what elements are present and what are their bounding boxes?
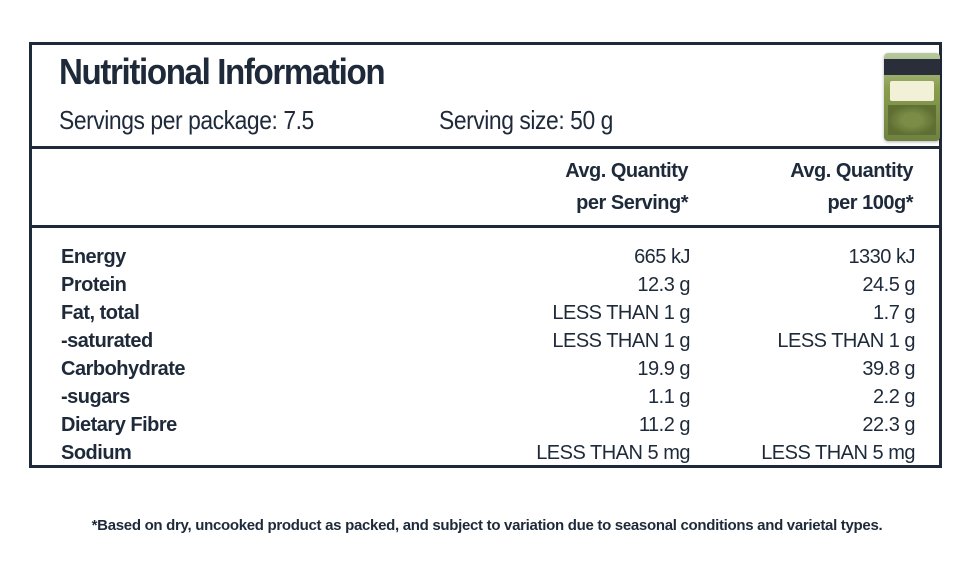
table-row: Energy 665 kJ 1330 kJ <box>32 243 939 271</box>
nutrient-name: Dietary Fibre <box>61 414 177 436</box>
value-per-serving: 1.1 g <box>648 386 690 408</box>
columns-divider <box>32 225 939 228</box>
column-header-per-serving: Avg. Quantity per Serving* <box>488 155 688 219</box>
nutrient-name: -saturated <box>61 330 153 352</box>
column-header-line: Avg. Quantity <box>565 160 688 182</box>
package-band <box>884 59 940 75</box>
value-per-100g: 24.5 g <box>862 274 915 296</box>
header-divider <box>32 146 939 149</box>
table-row: -saturated LESS THAN 1 g LESS THAN 1 g <box>32 327 939 355</box>
footnote: *Based on dry, uncooked product as packe… <box>91 517 883 534</box>
column-header-line: per 100g* <box>827 192 913 214</box>
value-per-100g: 1.7 g <box>873 302 915 324</box>
table-row: Dietary Fibre 11.2 g 22.3 g <box>32 411 939 439</box>
value-per-100g: 22.3 g <box>862 414 915 436</box>
value-per-100g: LESS THAN 1 g <box>777 330 915 352</box>
package-window <box>888 105 936 135</box>
value-per-100g: LESS THAN 5 mg <box>761 442 915 464</box>
table-row: Sodium LESS THAN 5 mg LESS THAN 5 mg <box>32 439 939 467</box>
table-row: Fat, total LESS THAN 1 g 1.7 g <box>32 299 939 327</box>
package-label <box>890 81 934 101</box>
nutrient-table: Energy 665 kJ 1330 kJ Protein 12.3 g 24.… <box>32 243 939 467</box>
value-per-serving: 12.3 g <box>637 274 690 296</box>
serving-size: Serving size: 50 g <box>439 105 613 135</box>
column-header-line: Avg. Quantity <box>790 160 913 182</box>
column-header-per-100g: Avg. Quantity per 100g* <box>713 155 913 219</box>
value-per-100g: 2.2 g <box>873 386 915 408</box>
nutrient-name: Protein <box>61 274 127 296</box>
value-per-serving: LESS THAN 1 g <box>552 330 690 352</box>
value-per-serving: 11.2 g <box>638 414 691 436</box>
nutrient-name: Energy <box>61 246 126 268</box>
value-per-100g: 39.8 g <box>862 358 915 380</box>
table-row: Carbohydrate 19.9 g 39.8 g <box>32 355 939 383</box>
column-header-line: per Serving* <box>576 192 688 214</box>
nutrition-panel: Nutritional Information Servings per pac… <box>29 42 942 468</box>
nutrient-name: Sodium <box>61 442 132 464</box>
nutrient-name: Fat, total <box>61 302 140 324</box>
product-package-image <box>884 53 940 141</box>
servings-per-package: Servings per package: 7.5 <box>59 105 314 135</box>
value-per-serving: 19.9 g <box>637 358 690 380</box>
value-per-serving: LESS THAN 5 mg <box>536 442 690 464</box>
nutrient-name: Carbohydrate <box>61 358 186 380</box>
panel-title: Nutritional Information <box>59 51 386 92</box>
table-row: -sugars 1.1 g 2.2 g <box>32 383 939 411</box>
value-per-serving: 665 kJ <box>634 246 690 268</box>
value-per-100g: 1330 kJ <box>848 246 915 268</box>
nutrient-name: -sugars <box>61 386 130 408</box>
table-row: Protein 12.3 g 24.5 g <box>32 271 939 299</box>
value-per-serving: LESS THAN 1 g <box>552 302 690 324</box>
